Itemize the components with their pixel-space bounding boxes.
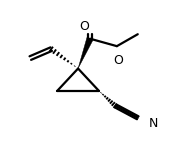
- Polygon shape: [78, 38, 93, 69]
- Text: O: O: [113, 54, 123, 67]
- Text: O: O: [79, 20, 89, 33]
- Text: N: N: [149, 117, 158, 130]
